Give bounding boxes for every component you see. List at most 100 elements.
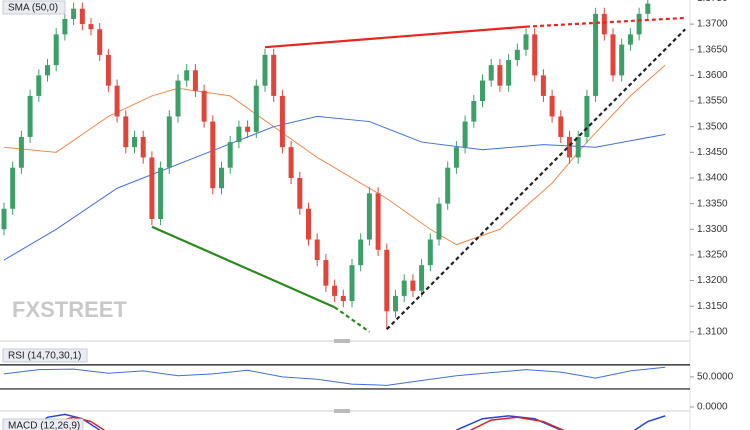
candle-body [323,260,329,286]
candle-body [645,3,651,14]
candle-body [436,203,442,240]
candle-body [610,34,616,76]
candle-body [123,116,129,148]
candle-body [18,136,24,168]
y-tick-label: 1.3250 [697,250,728,261]
indicator-label: SMA (50,0) [8,3,58,14]
candle-body [45,65,50,76]
candle-body [149,157,155,220]
candle-body [410,280,416,291]
candle-body [462,121,468,148]
rsi-line [3,366,666,386]
candle-body [480,80,485,102]
y-tick-label: 1.3100 [697,326,728,337]
candle-body [79,8,85,25]
candle-body [158,167,164,220]
candle-body [636,13,642,35]
y-tick-label: 1.3200 [697,275,728,286]
candle-body [88,24,94,30]
candle-body [279,95,285,148]
candle-body [184,70,190,81]
trend-line [525,16,686,28]
candle-body [201,90,207,122]
y-tick-label: 1.3500 [697,121,728,132]
candle-body [506,60,512,86]
candle-body [514,49,520,61]
candle-body [375,193,381,250]
y-tick-label: 1.3350 [697,198,728,209]
watermark: FXSTREET [12,297,127,322]
candle-body [453,147,459,168]
candle-body [332,285,338,296]
candle-body [523,34,529,50]
trend-line [333,306,371,333]
macd-tag [2,418,84,430]
candle-body [497,65,503,86]
y-tick-label: 1.3600 [697,70,728,81]
candle-body [488,65,494,81]
candle-body [558,116,564,137]
trend-line [386,28,686,331]
candle-body [593,13,599,96]
trend-line [264,25,527,49]
y-tick-label: 1.3700 [697,19,728,30]
macd-line [456,415,562,430]
y-tick-label: 1.3450 [697,147,728,158]
candle-body [175,80,181,117]
candle-body [575,136,581,158]
candle-body [584,95,590,137]
macd-line [633,415,666,430]
candle-body [114,85,120,117]
candle-body [1,208,7,230]
candle-body [471,101,477,122]
candle-body [567,136,572,158]
candle-body [219,167,224,189]
candle-body [236,126,242,143]
candle-body [53,34,59,66]
candle-body [419,265,425,291]
y-tick-label: 1.3400 [697,173,728,184]
candle-body [549,95,555,117]
trend-line [151,225,336,309]
y-tick-label: 50.0000 [697,372,734,383]
candle-body [97,29,103,55]
candle-body [384,249,390,312]
candle-body [166,116,172,168]
candle-body [245,126,251,132]
y-tick-label: 1.3650 [697,44,728,55]
macd-label: MACD (12,26,9) [8,421,80,430]
candle-body [271,54,277,96]
candle-body [140,136,146,158]
candle-body [619,44,625,76]
panel-handle[interactable] [334,409,350,413]
candle-body [10,167,16,209]
candle-body [306,208,311,240]
candle-body [601,13,607,35]
candle-body [132,136,137,148]
candle-body [192,70,198,91]
candle-body [253,85,259,132]
candle-body [210,121,216,189]
candle-body [262,54,268,86]
candle-body [27,95,33,137]
candle-body [532,34,538,76]
indicator-tag [2,0,66,15]
y-tick-label: 1.3750 [697,0,728,4]
candle-body [401,280,407,296]
y-tick-label: 1.3150 [697,301,728,312]
rsi-tag [2,348,88,363]
candle-body [445,167,451,204]
y-tick-label: 1.3550 [697,96,728,107]
candle-body [288,147,294,178]
rsi-label: RSI (14,70,30,1) [8,351,81,362]
candle-body [62,18,68,35]
candle-body [105,54,111,86]
candle-body [358,239,364,266]
y-tick-label: 0.0000 [697,402,728,413]
candle-body [340,295,346,302]
candle-body [427,239,433,266]
candle-body [393,295,398,312]
panel-handle[interactable] [334,339,350,343]
